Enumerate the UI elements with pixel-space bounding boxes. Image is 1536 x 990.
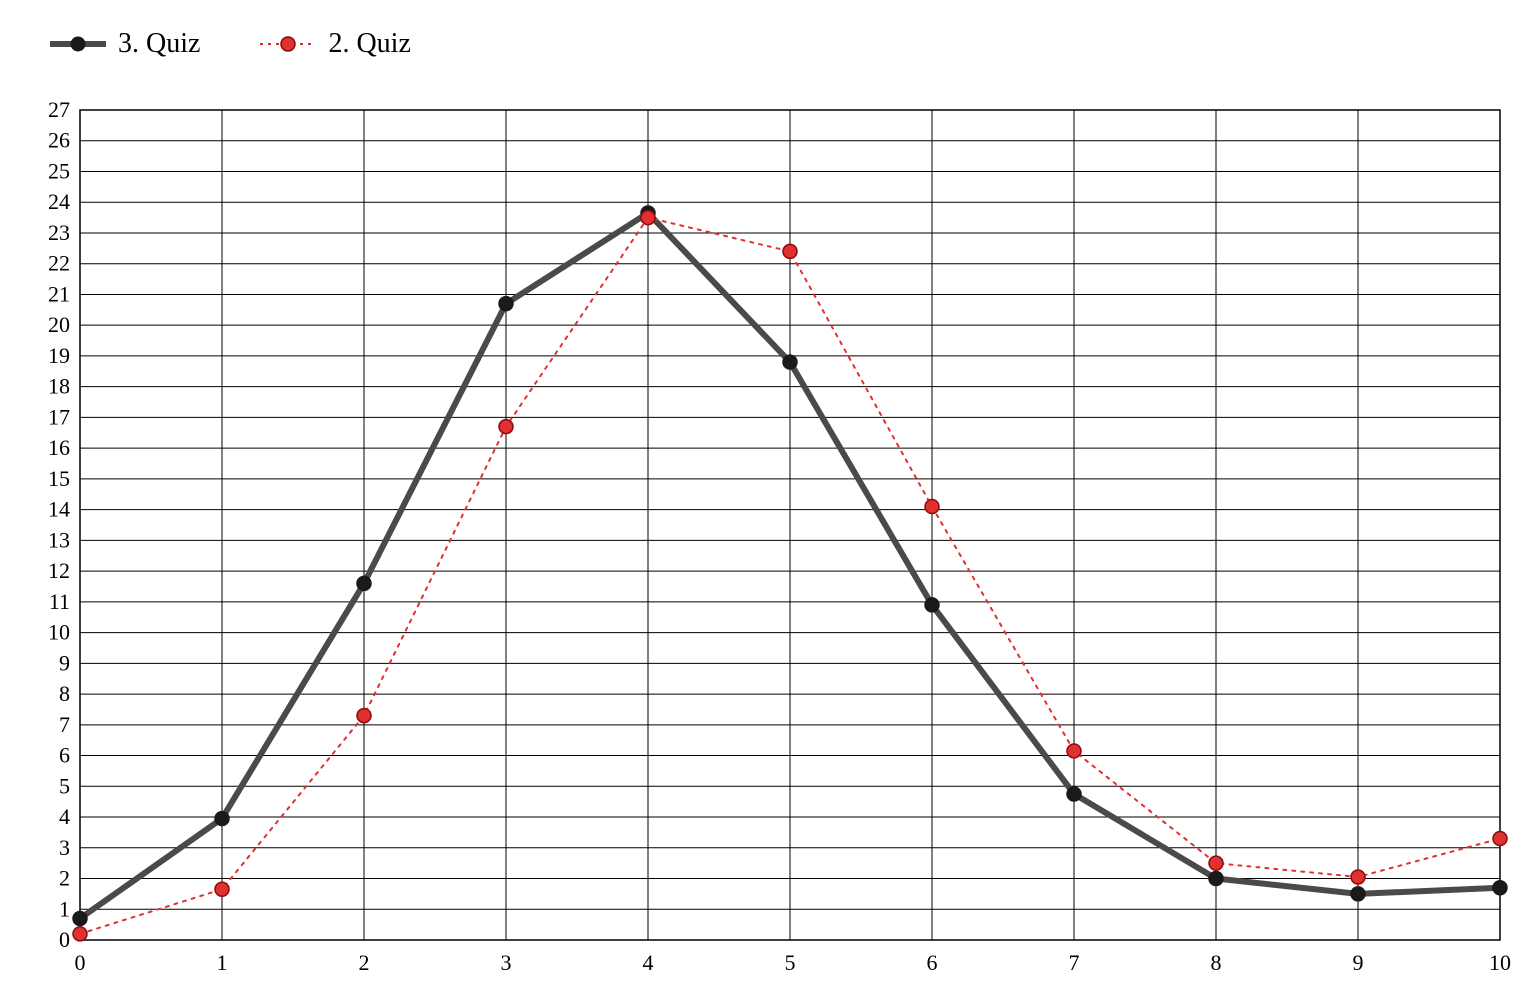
svg-text:3: 3 (501, 950, 512, 975)
svg-text:17: 17 (48, 404, 70, 429)
svg-text:5: 5 (59, 773, 70, 798)
svg-text:20: 20 (48, 312, 70, 337)
svg-text:27: 27 (48, 97, 70, 122)
svg-text:9: 9 (1353, 950, 1364, 975)
legend-swatch-quiz3 (50, 34, 106, 54)
svg-text:4: 4 (643, 950, 654, 975)
svg-text:23: 23 (48, 220, 70, 245)
legend-label-quiz2: 2. Quiz (328, 28, 410, 60)
svg-text:16: 16 (48, 435, 70, 460)
svg-text:25: 25 (48, 158, 70, 183)
svg-text:22: 22 (48, 251, 70, 276)
svg-text:8: 8 (59, 681, 70, 706)
svg-text:8: 8 (1211, 950, 1222, 975)
svg-text:2: 2 (59, 866, 70, 891)
svg-text:11: 11 (49, 589, 70, 614)
legend-swatch-quiz2 (260, 34, 316, 54)
svg-text:19: 19 (48, 343, 70, 368)
svg-text:0: 0 (59, 927, 70, 952)
svg-text:6: 6 (59, 743, 70, 768)
svg-text:6: 6 (927, 950, 938, 975)
svg-text:10: 10 (1489, 950, 1511, 975)
chart-svg: 0123456789101112131415161718192021222324… (0, 0, 1536, 990)
svg-text:15: 15 (48, 466, 70, 491)
svg-text:14: 14 (48, 497, 70, 522)
legend-label-quiz3: 3. Quiz (118, 28, 200, 60)
svg-text:24: 24 (48, 189, 70, 214)
svg-text:21: 21 (48, 281, 70, 306)
svg-text:4: 4 (59, 804, 70, 829)
svg-text:18: 18 (48, 374, 70, 399)
legend: 3. Quiz 2. Quiz (50, 28, 411, 60)
chart-container: 3. Quiz 2. Quiz 012345678910111213141516… (0, 0, 1536, 990)
svg-text:13: 13 (48, 527, 70, 552)
svg-text:26: 26 (48, 128, 70, 153)
legend-item-quiz2: 2. Quiz (260, 28, 410, 60)
svg-text:10: 10 (48, 620, 70, 645)
svg-text:12: 12 (48, 558, 70, 583)
svg-text:5: 5 (785, 950, 796, 975)
svg-text:3: 3 (59, 835, 70, 860)
svg-text:9: 9 (59, 650, 70, 675)
svg-text:1: 1 (217, 950, 228, 975)
svg-text:2: 2 (359, 950, 370, 975)
svg-text:1: 1 (59, 896, 70, 921)
svg-text:7: 7 (59, 712, 70, 737)
svg-text:0: 0 (75, 950, 86, 975)
legend-item-quiz3: 3. Quiz (50, 28, 200, 60)
svg-text:7: 7 (1069, 950, 1080, 975)
